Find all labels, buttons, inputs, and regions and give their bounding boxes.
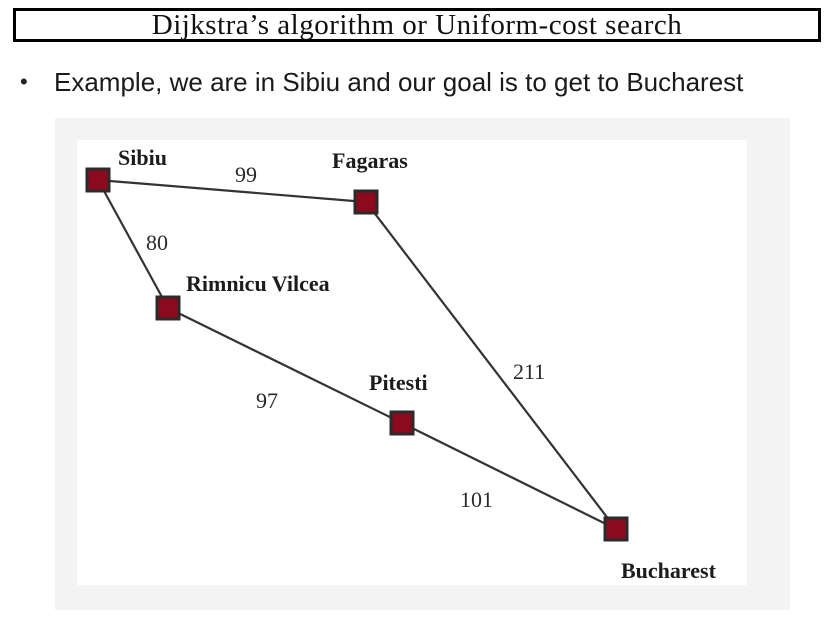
labels-layer: 99 80 97 101 211 Sibiu Fagaras Rimnicu Vilcea Pi… [118,145,717,583]
edge-cost-fagaras-bucharest: 211 [513,359,545,384]
node-label-sibiu: Sibiu [118,145,167,170]
graph-canvas [77,140,747,585]
edge-sibiu-rimnicu [97,179,169,309]
bullet-item: • Example, we are in Sibiu and our goal … [20,62,743,102]
node-pitesti-fill [392,413,412,433]
nodes-layer [85,167,629,542]
node-bucharest-fill [606,519,626,539]
edge-cost-sibiu-rimnicu: 80 [146,230,168,255]
edge-fagaras-bucharest [365,201,617,530]
bullet-text: Example, we are in Sibiu and our goal is… [54,66,744,97]
edge-cost-sibiu-fagaras: 99 [235,162,257,187]
edge-rimnicu-pitesti [167,307,403,424]
edges-layer [97,178,617,530]
node-sibiu-fill [88,170,108,190]
node-rimnicu-fill [158,298,178,318]
node-label-bucharest: Bucharest [621,558,717,583]
edge-cost-rimnicu-pitesti: 97 [256,388,278,413]
edge-cost-pitesti-bucharest: 101 [460,487,493,512]
edge-sibiu-fagaras [97,178,367,204]
node-fagaras-fill [356,192,376,212]
slide-title-box: Dijkstra’s algorithm or Uniform-cost sea… [13,8,821,42]
node-label-rimnicu: Rimnicu Vilcea [186,271,330,296]
edge-pitesti-bucharest [401,422,617,530]
route-graph: 99 80 97 101 211 Sibiu Fagaras Rimnicu Vilcea Pi… [77,140,747,585]
node-label-fagaras: Fagaras [332,148,408,173]
bullet-marker: • [20,69,28,94]
route-graph-figure: 99 80 97 101 211 Sibiu Fagaras Rimnicu Vilcea Pi… [55,118,790,610]
node-label-pitesti: Pitesti [369,370,428,395]
slide-title: Dijkstra’s algorithm or Uniform-cost sea… [151,8,683,41]
